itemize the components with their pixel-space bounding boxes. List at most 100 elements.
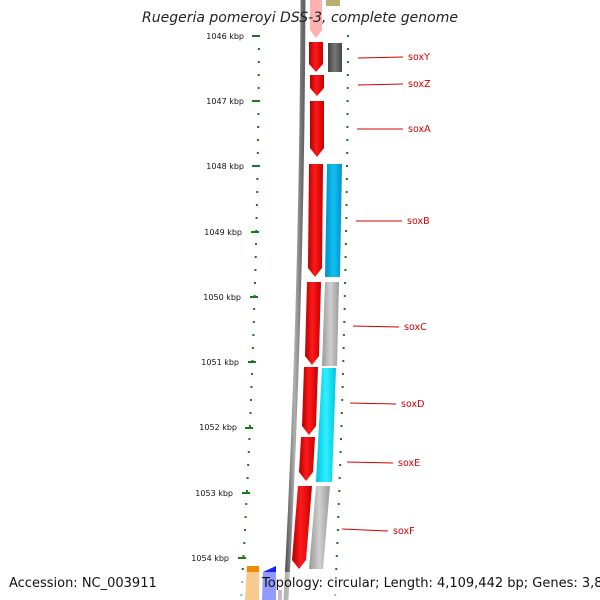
- scale-tick-right: [346, 113, 349, 115]
- cds-soxF[interactable]: [292, 486, 312, 569]
- scale-track-left: [240, 35, 260, 596]
- scale-tick-right: [338, 490, 341, 492]
- scale-tick-right: [346, 100, 349, 102]
- gene-label-soxZ[interactable]: soxZ: [408, 79, 431, 90]
- scale-tick-right: [346, 48, 349, 50]
- scale-label-1049: 1049 kbp: [204, 228, 242, 237]
- scale-tick-right: [346, 74, 349, 76]
- gene-label-soxC[interactable]: soxC: [404, 322, 427, 333]
- forward-cds-track: [292, 0, 324, 569]
- cds-soxC[interactable]: [305, 282, 321, 365]
- scale-tick-left: [254, 269, 257, 271]
- scale-tick-left: [247, 464, 250, 466]
- major-ticks: [238, 35, 260, 559]
- scale-tick-left: [248, 438, 251, 440]
- scale-tick-left: [253, 308, 256, 310]
- category-soxC[interactable]: [322, 282, 339, 366]
- scale-tick-right: [345, 230, 348, 232]
- scale-tick-right: [342, 334, 345, 336]
- scale-tick-left: [245, 490, 248, 492]
- scale-tick-right: [336, 542, 339, 544]
- scale-tick-left: [257, 61, 260, 63]
- gene-label-soxF[interactable]: soxF: [393, 526, 415, 537]
- scale-tick-right: [339, 464, 342, 466]
- genome-summary-text: Topology: circular; Length: 4,109,442 bp…: [261, 576, 600, 591]
- scale-tick-left: [245, 503, 248, 505]
- scale-tick-right: [344, 243, 347, 245]
- cds-top[interactable]: [310, 0, 322, 38]
- category-soxB[interactable]: [325, 164, 342, 277]
- gene-label-soxY[interactable]: soxY: [408, 52, 430, 63]
- cds-soxZ[interactable]: [310, 75, 324, 96]
- scale-tick-right: [344, 269, 347, 271]
- scale-tick-right: [347, 35, 349, 37]
- gene-labels: soxY soxZ soxA soxB soxC soxD soxE soxF: [341, 52, 431, 537]
- scale-tick-left: [252, 334, 255, 336]
- scale-tick-left: [257, 87, 260, 89]
- scale-tick-right: [335, 555, 338, 557]
- scale-tick-right: [340, 412, 343, 414]
- scale-tick-left: [242, 555, 245, 557]
- scale-tick-left: [257, 126, 260, 128]
- category-soxD-E[interactable]: [316, 368, 336, 482]
- scale-tick-right: [342, 347, 345, 349]
- scale-label-1051: 1051 kbp: [201, 358, 239, 367]
- scale-tick-right: [340, 438, 342, 440]
- scale-tick-left: [256, 178, 259, 180]
- cds-soxD[interactable]: [302, 367, 318, 435]
- scale-tick-left: [246, 477, 249, 479]
- scale-label-1053: 1053 kbp: [195, 489, 233, 498]
- genome-backbone: [283, 0, 306, 600]
- scale-tick-right: [344, 256, 347, 258]
- category-soxY[interactable]: [328, 43, 342, 72]
- scale-tick-left: [254, 256, 257, 258]
- scale-tick-left: [257, 48, 260, 50]
- scale-labels: 1046 kbp 1047 kbp 1048 kbp 1049 kbp 1050…: [191, 32, 244, 563]
- scale-tick-right: [338, 477, 341, 479]
- cds-soxA[interactable]: [310, 101, 324, 157]
- scale-tick-right: [346, 126, 349, 128]
- scale-tick-left: [250, 399, 252, 401]
- scale-tick-left: [251, 347, 254, 349]
- scale-label-1052: 1052 kbp: [199, 423, 237, 432]
- scale-tick-right: [337, 503, 340, 505]
- gene-label-soxE[interactable]: soxE: [398, 458, 420, 469]
- scale-label-1047: 1047 kbp: [206, 97, 244, 106]
- scale-label-1048: 1048 kbp: [206, 162, 244, 171]
- scale-tick-right: [336, 529, 339, 531]
- scale-tick-left: [256, 191, 259, 193]
- scale-label-1046: 1046 kbp: [206, 32, 244, 41]
- cds-soxB[interactable]: [308, 164, 323, 277]
- cds-soxE[interactable]: [299, 437, 315, 481]
- scale-tick-left: [254, 282, 256, 284]
- scale-tick-left: [256, 152, 259, 154]
- scale-tick-left: [251, 373, 253, 375]
- scale-tick-left: [255, 204, 258, 206]
- gene-label-soxD[interactable]: soxD: [401, 399, 424, 410]
- scale-tick-right: [337, 516, 340, 518]
- scale-tick-right: [344, 282, 347, 284]
- scale-tick-right: [345, 191, 348, 193]
- category-soxF[interactable]: [309, 486, 330, 569]
- scale-tick-left: [257, 74, 260, 76]
- scale-label-1054: 1054 kbp: [191, 554, 229, 563]
- gene-label-soxA[interactable]: soxA: [408, 124, 431, 135]
- scale-tick-right: [346, 139, 349, 141]
- map-title: Ruegeria pomeroyi DSS-3, complete genome: [142, 10, 458, 26]
- scale-tick-right: [341, 399, 344, 401]
- scale-tick-right: [341, 386, 344, 388]
- scale-tick-left: [243, 542, 246, 544]
- gene-label-soxB[interactable]: soxB: [407, 216, 430, 227]
- cds-soxY[interactable]: [309, 42, 323, 72]
- scale-tick-right: [339, 451, 342, 453]
- scale-tick-right: [343, 321, 346, 323]
- accession-text: Accession: NC_003911: [9, 576, 157, 591]
- scale-tick-left: [247, 451, 250, 453]
- category-track: [309, 0, 342, 569]
- scale-tick-right: [345, 204, 348, 206]
- scale-track-right: [334, 35, 349, 596]
- scale-tick-right: [345, 217, 348, 219]
- scale-tick-left: [248, 425, 251, 427]
